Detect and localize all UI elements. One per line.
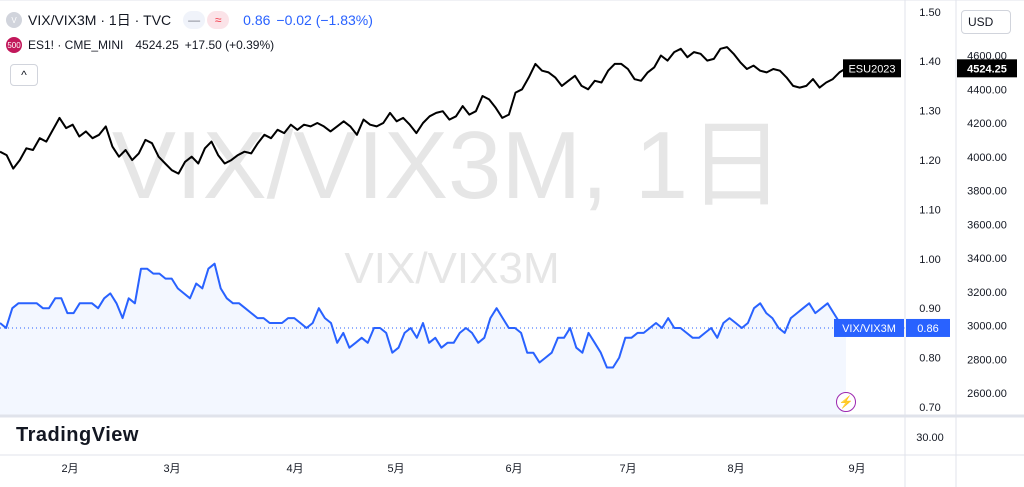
left-tick-label: 1.10 xyxy=(919,204,940,216)
overlay-change: +17.50 (+0.39%) xyxy=(184,38,275,52)
vix-series-line[interactable] xyxy=(0,262,847,369)
right-tick-label: 4000.00 xyxy=(967,152,1007,164)
left-tick-label: 1.00 xyxy=(919,254,940,266)
flash-icon[interactable]: ⚡ xyxy=(836,392,856,412)
vix-name-tag-text: VIX/VIX3M xyxy=(842,323,896,335)
right-tick-label: 4400.00 xyxy=(967,84,1007,96)
overlay-price: 4524.25 xyxy=(135,38,179,52)
right-tick-label: 3000.00 xyxy=(967,321,1007,333)
left-tick-label: 0.70 xyxy=(919,402,940,414)
tradingview-logo: TradingView xyxy=(16,424,139,446)
vix-area-fill xyxy=(0,263,846,416)
symbol-title[interactable]: VIX/VIX3M · 1日 · TVC xyxy=(28,12,172,28)
es-name-tag-text: ESU2023 xyxy=(848,63,895,75)
right-tick-label: 2800.00 xyxy=(967,354,1007,366)
es-price-tag xyxy=(957,59,1017,78)
x-tick-label: 7月 xyxy=(619,463,636,475)
vix-price-tag xyxy=(906,318,950,337)
left-tick-label: 0.80 xyxy=(919,353,940,365)
left-tick-label: 1.20 xyxy=(919,155,940,167)
labels-layer: ESU2023 4524.25 VIX/VIX3M 0.86 xyxy=(834,59,1017,337)
header: V VIX/VIX3M · 1日 · TVC — ≈ 0.86 −0.02 (−… xyxy=(6,10,373,30)
currency-select[interactable]: USD xyxy=(961,10,1011,34)
overlay-label[interactable]: ES1! · CME_MINI xyxy=(28,38,124,52)
x-tick-label: 2月 xyxy=(61,463,78,475)
minus-icon[interactable]: — xyxy=(183,11,206,29)
right-tick-label: 3800.00 xyxy=(967,186,1007,198)
overlay-legend: 500 ES1! · CME_MINI 4524.25 +17.50 (+0.3… xyxy=(6,37,274,53)
chevron-up-icon: ^ xyxy=(21,68,27,82)
header-change: −0.02 (−1.83%) xyxy=(276,12,373,28)
x-tick-label: 5月 xyxy=(387,463,404,475)
left-tick-label: 0.90 xyxy=(919,303,940,315)
vix-price-tag-text: 0.86 xyxy=(917,323,938,335)
vix-area-layer xyxy=(0,263,846,416)
es-series-line[interactable] xyxy=(0,46,847,175)
approx-icon[interactable]: ≈ xyxy=(207,11,230,29)
watermark-small: VIX/VIX3M xyxy=(344,244,559,293)
right-tick-label: 2600.00 xyxy=(967,388,1007,400)
watermark: VIX/VIX3M, 1日 VIX/VIX3M xyxy=(112,112,784,293)
symbol-circle-icon: V xyxy=(6,12,22,28)
x-tick-label: 9月 xyxy=(848,463,865,475)
right-tick-label: 3600.00 xyxy=(967,219,1007,231)
x-tick-label: 3月 xyxy=(163,463,180,475)
overlay-badge-icon: 500 xyxy=(6,37,22,53)
left-tick-label: 1.30 xyxy=(919,106,940,118)
x-tick-label: 6月 xyxy=(505,463,522,475)
header-value: 0.86 xyxy=(243,12,271,28)
collapse-legend-button[interactable]: ^ xyxy=(10,64,38,86)
left-tick-label: 1.50 xyxy=(919,7,940,19)
right-tick-label: 3200.00 xyxy=(967,287,1007,299)
right-tick-label: 4200.00 xyxy=(967,118,1007,130)
left-tick-label: 1.40 xyxy=(919,56,940,68)
x-tick-label: 8月 xyxy=(727,463,744,475)
right-tick-label: 3400.00 xyxy=(967,253,1007,265)
es-price-tag-text: 4524.25 xyxy=(967,63,1007,75)
lower-pane-tick-label: 30.00 xyxy=(916,432,944,444)
es-name-tag xyxy=(843,59,901,78)
chart-type-pill[interactable]: — ≈ xyxy=(183,11,230,29)
watermark-big: VIX/VIX3M, 1日 xyxy=(112,112,784,219)
vix-name-tag xyxy=(834,318,904,337)
x-tick-label: 4月 xyxy=(286,463,303,475)
lines-layer xyxy=(0,46,905,369)
